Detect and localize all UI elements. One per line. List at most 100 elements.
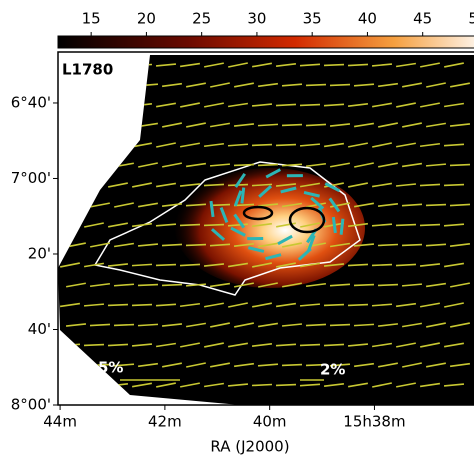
polarization-vector [210, 82, 230, 88]
polarization-vector [329, 323, 351, 327]
polarization-vector [339, 218, 345, 235]
polarization-vector [251, 343, 273, 347]
polarization-vector [275, 302, 297, 308]
polarization-vector [426, 362, 446, 368]
polarization-vector [252, 262, 272, 268]
polarization-vector [300, 262, 320, 268]
polarization-vector [420, 302, 440, 308]
polarization-vector [443, 223, 465, 227]
polarization-vector [396, 102, 416, 108]
polarization-vector [305, 123, 327, 127]
polarization-vector [371, 303, 393, 307]
polarization-vector [402, 362, 422, 368]
polarization-vector [113, 363, 135, 367]
polarization-vector [155, 342, 177, 348]
polarization-vector [234, 282, 254, 288]
x-tick-label: 40m [253, 413, 287, 431]
polarization-vector [155, 303, 177, 307]
polarization-vector [233, 213, 246, 229]
polarization-vector [203, 183, 225, 187]
polarization-vector [419, 263, 441, 267]
polarization-vector [240, 187, 246, 204]
polarization-vector [180, 142, 200, 148]
polarization-vector [107, 303, 129, 307]
x-tick-label: 15h38m [343, 413, 405, 431]
polarization-vector [257, 163, 279, 167]
polarization-vector [265, 253, 282, 261]
polarization-vector [377, 203, 399, 207]
scale-label: 5% [98, 359, 123, 377]
colorbar-tick-label: 20 [137, 10, 156, 28]
polarization-vector [371, 263, 393, 267]
polarization-vector [132, 382, 152, 388]
polarization-vector [401, 243, 423, 247]
polarization-vector [323, 383, 345, 387]
polarization-vector [329, 83, 351, 87]
colorbar-tick-label: 30 [247, 10, 266, 28]
polarization-vector [161, 283, 183, 287]
colorbar-tick-label: 35 [303, 10, 322, 28]
polarization-vector [324, 182, 344, 188]
polarization-vector [324, 182, 341, 193]
core-ellipse [288, 206, 326, 234]
polarization-vector [281, 202, 303, 208]
polarization-vector [401, 283, 423, 287]
polarization-vector [306, 202, 326, 208]
polarization-vector [155, 63, 177, 67]
polarization-vector [227, 143, 249, 147]
polarization-vector [328, 197, 341, 213]
polarization-vector [282, 242, 302, 248]
polarization-vector [450, 82, 470, 88]
polarization-vector [449, 163, 471, 167]
polarization-vector [179, 183, 201, 187]
polarization-vector [420, 62, 440, 68]
polarization-vector [323, 142, 345, 148]
polarization-vector [108, 182, 128, 188]
polarization-vector [131, 222, 153, 228]
polarization-vector [419, 223, 441, 227]
polarization-vector [401, 203, 423, 207]
polarization-vector [275, 183, 297, 187]
polarization-vector [396, 142, 416, 148]
polarization-vector [185, 243, 207, 247]
polarization-vector [257, 123, 279, 127]
polarization-vector [354, 202, 374, 208]
polarization-vector [329, 242, 351, 248]
polarization-vector [378, 162, 398, 168]
polarization-vector [257, 82, 279, 88]
polarization-vector [377, 82, 399, 88]
polarization-vector [161, 203, 183, 207]
polarization-vector [230, 226, 246, 237]
polarization-vector [162, 122, 182, 128]
polarization-vector [89, 323, 111, 327]
polarization-vector [299, 63, 321, 67]
polarization-vector [137, 362, 159, 368]
polarization-vector [275, 103, 297, 107]
polarization-vector [209, 282, 231, 288]
polarization-vector [131, 343, 153, 347]
polarization-vector [372, 102, 392, 108]
polarization-vector [211, 228, 226, 241]
polarization-vector [329, 283, 351, 287]
polarization-vector [449, 203, 471, 207]
polarization-vector [276, 262, 296, 268]
polarization-vector [180, 102, 200, 108]
polarization-vector [330, 202, 350, 208]
polarization-vector [323, 263, 345, 267]
polarization-vector [347, 343, 369, 347]
polarization-vector [258, 184, 273, 198]
polarization-vector [372, 382, 392, 388]
colorbar-tick-label: 25 [192, 10, 211, 28]
polarization-vector [180, 342, 200, 348]
polarization-vector [402, 322, 422, 328]
polarization-vector [307, 234, 316, 251]
polarization-vector [113, 283, 135, 287]
polarization-vector [450, 282, 470, 288]
x-axis-label: RA (J2000) [210, 438, 289, 456]
polarization-vector [131, 263, 153, 267]
polarization-vector [83, 303, 105, 307]
polarization-vector [227, 102, 249, 108]
polarization-vector [227, 383, 249, 387]
polarization-vector [84, 262, 104, 268]
